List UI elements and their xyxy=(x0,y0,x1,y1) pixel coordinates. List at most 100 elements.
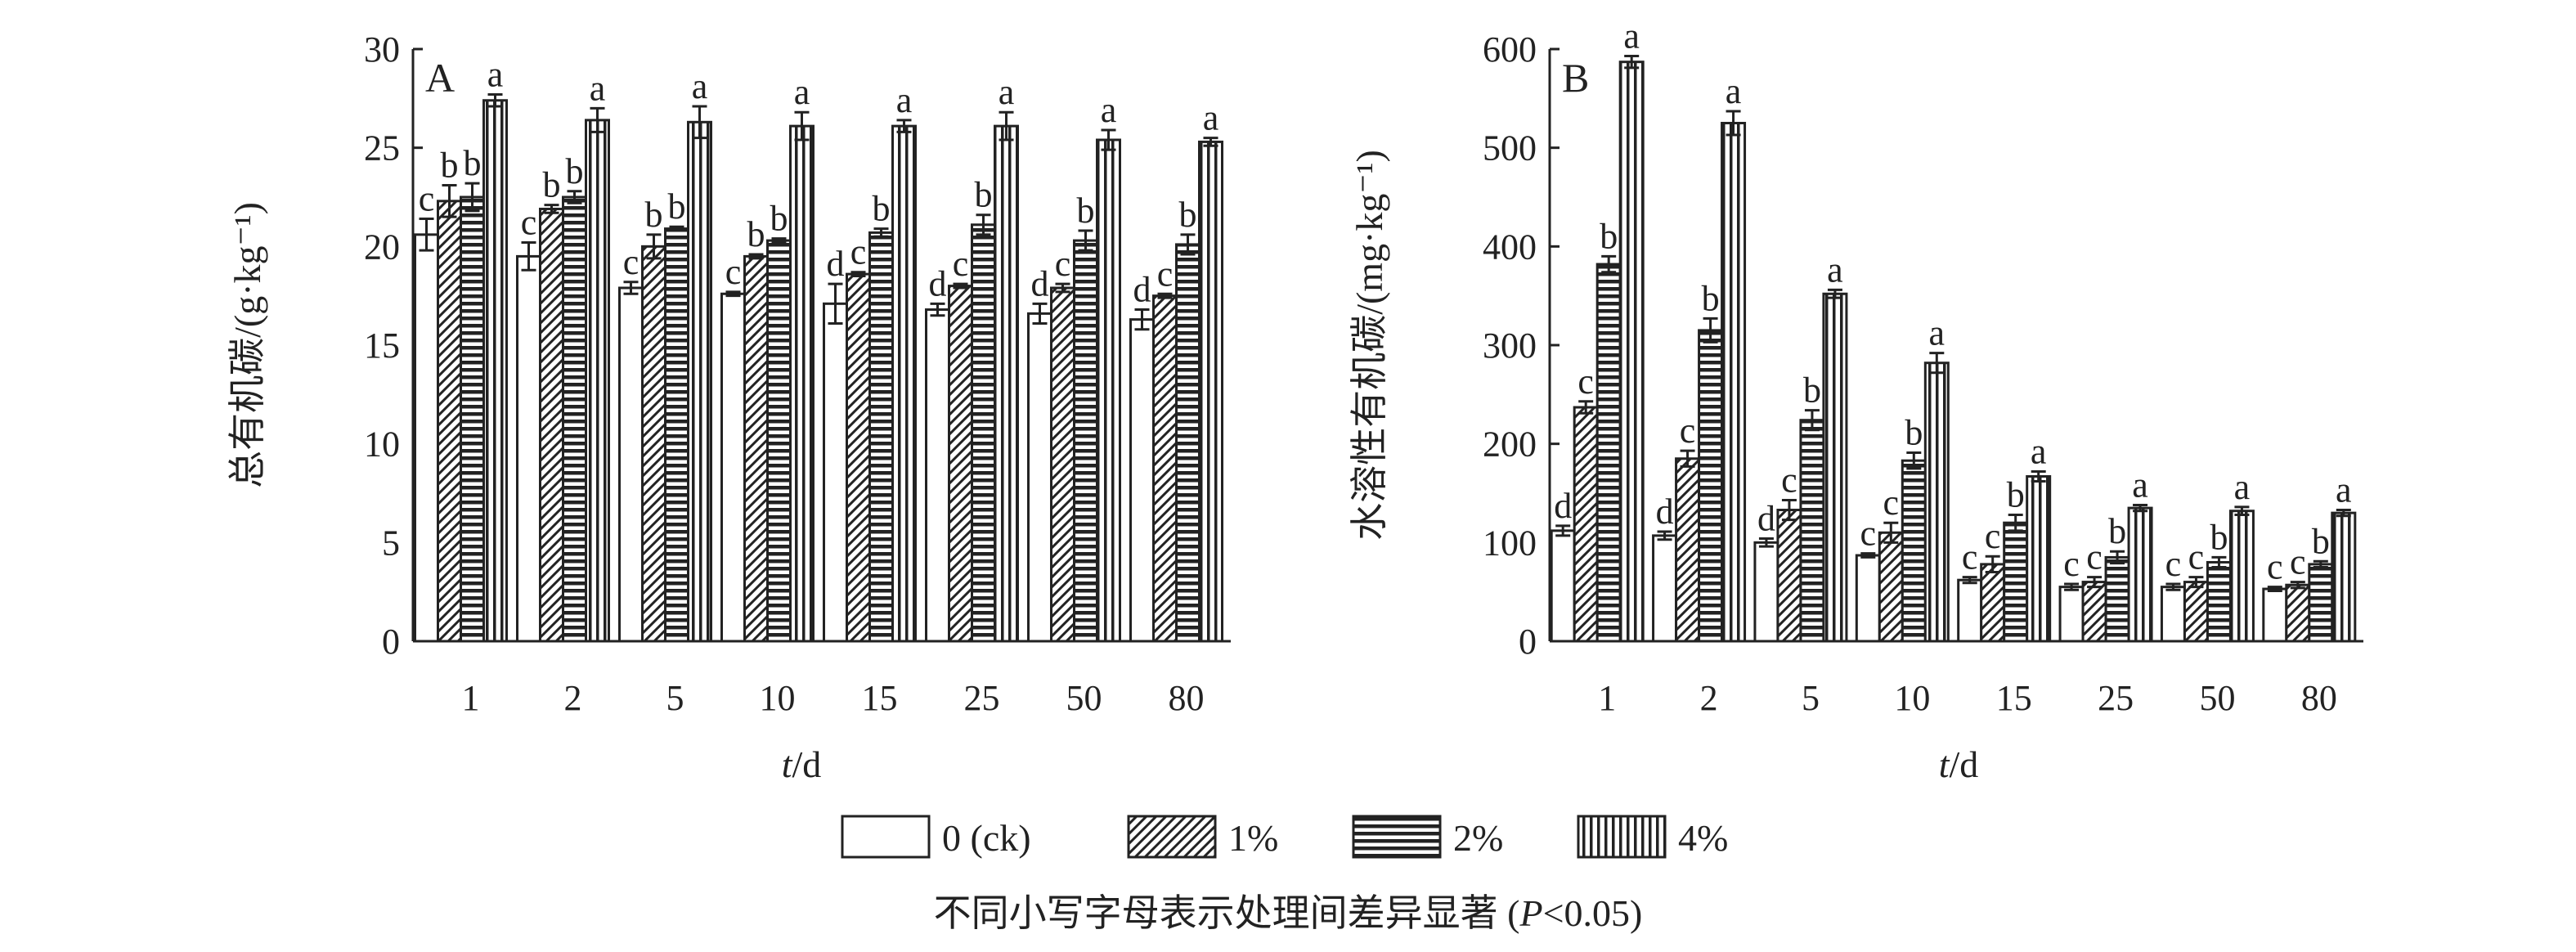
legend-label-1pct: 1% xyxy=(1228,817,1278,859)
legend-item-ck: 0 (ck) xyxy=(841,815,1031,859)
significance-label: b xyxy=(770,199,788,239)
significance-label: c xyxy=(2188,537,2205,577)
significance-label: b xyxy=(1905,413,1923,453)
bar-2pct-day-25 xyxy=(971,223,996,643)
bar-4pct-day-2 xyxy=(585,119,610,643)
significance-label: b xyxy=(543,165,561,205)
bar-2pct-day-5 xyxy=(1799,419,1825,643)
x-tick-label: 50 xyxy=(1066,678,1102,718)
bar-1pct-day-1 xyxy=(1573,406,1599,643)
y-tick-label: 400 xyxy=(1483,227,1537,267)
bar-4pct-day-80 xyxy=(1198,140,1223,643)
bar-4pct-day-80 xyxy=(2331,511,2357,643)
y-tick-label: 0 xyxy=(1519,622,1537,662)
significance-label: b xyxy=(747,214,765,254)
bar-4pct-day-10 xyxy=(789,124,815,643)
significance-label: a xyxy=(794,72,810,112)
significance-label: a xyxy=(2132,465,2148,505)
x-axis-label-var: t xyxy=(782,743,793,785)
significance-label: d xyxy=(827,244,845,284)
panel-label-b: B xyxy=(1562,55,1589,101)
significance-label: d xyxy=(1031,263,1049,303)
bar-ck-day-2 xyxy=(1652,534,1678,643)
significance-label: a xyxy=(2336,470,2352,510)
significance-label: c xyxy=(521,203,537,243)
significance-label: a xyxy=(2031,431,2047,471)
y-tick-label: 0 xyxy=(382,622,400,662)
bar-1pct-day-50 xyxy=(1050,286,1075,643)
bar-2pct-day-10 xyxy=(1901,459,1927,643)
significance-label: d xyxy=(1133,270,1151,310)
y-tick-label: 500 xyxy=(1483,128,1537,168)
y-tick-label: 200 xyxy=(1483,424,1537,465)
bar-2pct-day-15 xyxy=(2003,521,2029,643)
legend-label-4pct: 4% xyxy=(1678,817,1728,859)
significance-label: c xyxy=(1781,460,1797,500)
significance-label: a xyxy=(896,80,913,120)
significance-label: c xyxy=(2086,537,2103,577)
significance-label: a xyxy=(1929,313,1945,353)
bar-ck-day-50 xyxy=(2160,586,2186,643)
x-tick-label: 1 xyxy=(1598,678,1616,718)
significance-label: b xyxy=(1702,278,1720,318)
bar-2pct-day-2 xyxy=(562,195,587,643)
bar-2pct-day-10 xyxy=(766,239,792,643)
panel-b-water-soluble-organic-carbon: 0 100 200 300 400 500 600 B 水溶性有机碳/(mg·kg⁻¹) t/d d… xyxy=(1349,16,2363,785)
legend-item-2pct: 2% xyxy=(1352,815,1503,859)
bar-4pct-day-5 xyxy=(687,120,712,643)
bar-1pct-day-80 xyxy=(1152,294,1178,643)
significance-label: d xyxy=(1656,492,1674,532)
significance-label: d xyxy=(929,263,947,303)
x-tick-label: 2 xyxy=(564,678,582,718)
legend-swatch-2pct xyxy=(1352,815,1442,859)
bar-ck-day-1 xyxy=(414,233,439,643)
bar-4pct-day-15 xyxy=(2026,474,2052,643)
significance-label: a xyxy=(692,66,708,106)
bar-ck-day-5 xyxy=(618,286,644,643)
significance-label: c xyxy=(1680,411,1696,451)
bar-ck-day-15 xyxy=(1957,578,1983,643)
bar-2pct-day-1 xyxy=(460,195,485,643)
note-tail: <0.05) xyxy=(1543,892,1643,934)
y-tick-label: 100 xyxy=(1483,523,1537,563)
bar-2pct-day-2 xyxy=(1698,329,1724,643)
significance-label: b xyxy=(2007,475,2025,515)
bar-2pct-day-1 xyxy=(1595,263,1622,643)
significance-label: d xyxy=(1554,486,1572,526)
significance-label: b xyxy=(1803,370,1821,411)
legend-label-2pct: 2% xyxy=(1453,817,1503,859)
significance-label: c xyxy=(1962,537,1978,577)
bar-1pct-day-15 xyxy=(846,272,871,643)
y-tick-label: 10 xyxy=(364,424,400,465)
significance-label: c xyxy=(2267,547,2283,587)
significance-label: b xyxy=(2108,511,2126,551)
bar-ck-day-25 xyxy=(2058,586,2085,643)
bar-1pct-day-5 xyxy=(1776,509,1802,643)
significance-label: c xyxy=(419,179,435,219)
note-p: P xyxy=(1519,892,1542,934)
significance-label: c xyxy=(623,242,640,282)
x-tick-label: 80 xyxy=(2301,678,2337,718)
x-tick-label: 2 xyxy=(1700,678,1718,718)
bar-1pct-day-2 xyxy=(1675,457,1701,643)
significance-label: b xyxy=(975,175,993,215)
significance-label: b xyxy=(2312,521,2330,561)
x-tick-label: 1 xyxy=(462,678,480,718)
y-tick-label: 20 xyxy=(364,227,400,267)
significance-label: b xyxy=(1179,195,1197,235)
bar-1pct-day-25 xyxy=(2081,581,2107,643)
bar-4pct-day-1 xyxy=(1618,61,1645,643)
significance-label: c xyxy=(1985,516,2001,556)
x-tick-label: 80 xyxy=(1169,678,1205,718)
bar-2pct-day-80 xyxy=(2308,563,2334,643)
bar-4pct-day-25 xyxy=(994,124,1019,643)
legend-swatch-1pct xyxy=(1127,815,1217,859)
significance-label: c xyxy=(2063,544,2080,584)
bar-4pct-day-10 xyxy=(1923,361,1950,643)
bar-4pct-day-1 xyxy=(482,99,508,643)
legend: 0 (ck) 1% 2% 4% xyxy=(841,815,1728,859)
significance-label: a xyxy=(2234,467,2251,507)
bar-2pct-day-80 xyxy=(1175,243,1200,643)
y-tick-label: 300 xyxy=(1483,326,1537,366)
